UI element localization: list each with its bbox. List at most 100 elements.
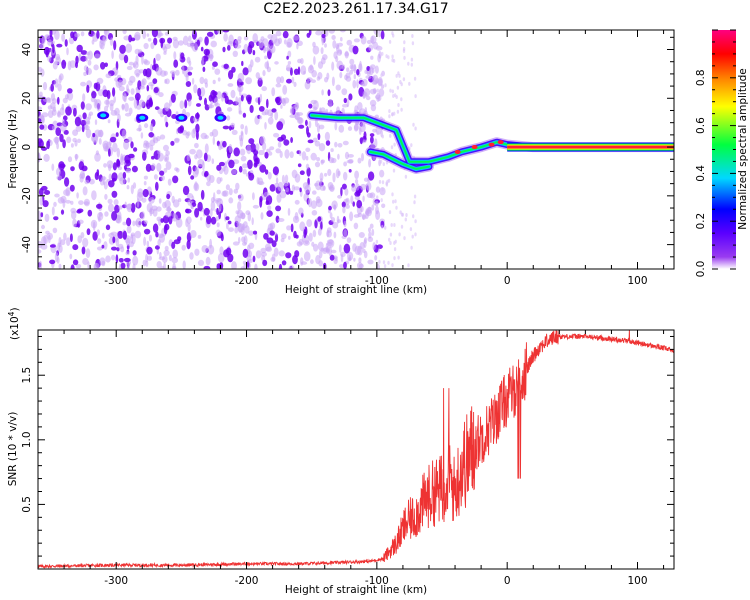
noise-blob (185, 81, 192, 87)
noise-blob (57, 83, 62, 92)
noise-blob (117, 79, 123, 87)
noise-blob (212, 79, 216, 85)
noise-blob (331, 76, 335, 87)
noise-blob (231, 129, 238, 135)
noise-blob (174, 138, 180, 144)
noise-blob (38, 260, 43, 269)
noise-blob (120, 153, 124, 163)
noise-blob (194, 142, 199, 149)
noise-blob (86, 51, 91, 56)
heatmap-frame (37, 29, 675, 270)
noise-blob (245, 77, 253, 85)
noise-blob (145, 163, 152, 172)
noise-blob (123, 165, 127, 170)
noise-blob (41, 224, 45, 230)
noise-blob (123, 140, 130, 150)
noise-blob (125, 251, 130, 256)
noise-blob (367, 171, 375, 181)
noise-blob (175, 168, 180, 173)
noise-blob (204, 135, 209, 139)
noise-blob (126, 84, 129, 92)
noise-blob (233, 147, 240, 157)
noise-blob (321, 33, 326, 39)
noise-blob (108, 180, 115, 188)
noise-blob (282, 98, 287, 107)
noise-blob (102, 36, 106, 46)
noise-blob (151, 163, 156, 171)
noise-blob (110, 231, 118, 236)
noise-blob (389, 241, 392, 245)
noise-blob (136, 127, 142, 132)
noise-blob (111, 246, 117, 251)
noise-blob (124, 102, 129, 112)
noise-blob (263, 191, 270, 197)
noise-blob (118, 52, 125, 61)
noise-blob (260, 212, 264, 220)
noise-blob (368, 231, 372, 239)
noise-blob (289, 151, 294, 159)
noise-blob (208, 104, 215, 109)
noise-blob (38, 106, 43, 111)
noise-blob (364, 210, 369, 220)
noise-blob (61, 33, 65, 42)
noise-blob (300, 257, 304, 266)
noise-blob (57, 242, 60, 252)
noise-blob (147, 37, 152, 42)
noise-blob (410, 245, 413, 250)
noise-blob (182, 35, 189, 46)
noise-blob (322, 185, 326, 191)
noise-blob (206, 181, 211, 187)
noise-blob (67, 156, 73, 163)
noise-blob (165, 121, 169, 128)
noise-blob (390, 223, 393, 227)
noise-blob (111, 50, 114, 59)
noise-blob (150, 84, 154, 90)
noise-blob (374, 65, 379, 74)
noise-blob (368, 227, 371, 233)
noise-blob (206, 31, 214, 37)
ridge-hotspot (454, 149, 461, 154)
noise-blob (105, 224, 111, 231)
noise-blob (87, 59, 92, 66)
noise-blob (321, 89, 324, 96)
noise-blob (248, 64, 252, 73)
noise-blob (100, 62, 106, 70)
noise-blob (96, 169, 100, 177)
noise-blob (58, 237, 62, 245)
noise-blob (260, 247, 267, 254)
noise-blob (123, 54, 129, 64)
noise-blob (196, 149, 203, 159)
noise-blob (66, 136, 72, 144)
noise-blob (234, 44, 242, 49)
noise-blob (363, 239, 367, 249)
noise-blob (188, 35, 192, 42)
noise-blob (222, 46, 226, 53)
noise-blob (305, 119, 308, 126)
noise-blob (237, 72, 245, 83)
noise-blob (39, 124, 45, 130)
noise-blob (173, 51, 177, 60)
noise-blob (334, 141, 338, 148)
noise-blob (334, 256, 338, 261)
noise-blob (223, 63, 229, 69)
noise-blob (312, 45, 320, 55)
noise-blob (318, 249, 323, 259)
noise-blob (85, 56, 89, 62)
noise-blob (180, 52, 185, 60)
noise-blob (378, 88, 385, 97)
noise-blob (156, 32, 164, 37)
noise-blob (194, 248, 200, 256)
noise-blob (213, 97, 219, 106)
noise-blob (130, 202, 136, 213)
noise-blob (228, 34, 234, 45)
colorbar-tick-label: 0.4 (695, 165, 707, 182)
spectral-ridge (97, 110, 674, 174)
noise-blob (93, 82, 98, 90)
noise-blob (274, 96, 281, 104)
noise-blob (108, 173, 112, 181)
noise-blob (163, 154, 170, 163)
noise-blob (187, 199, 192, 206)
noise-blob (260, 251, 267, 257)
noise-blob (233, 188, 239, 194)
noise-blob (384, 83, 387, 88)
